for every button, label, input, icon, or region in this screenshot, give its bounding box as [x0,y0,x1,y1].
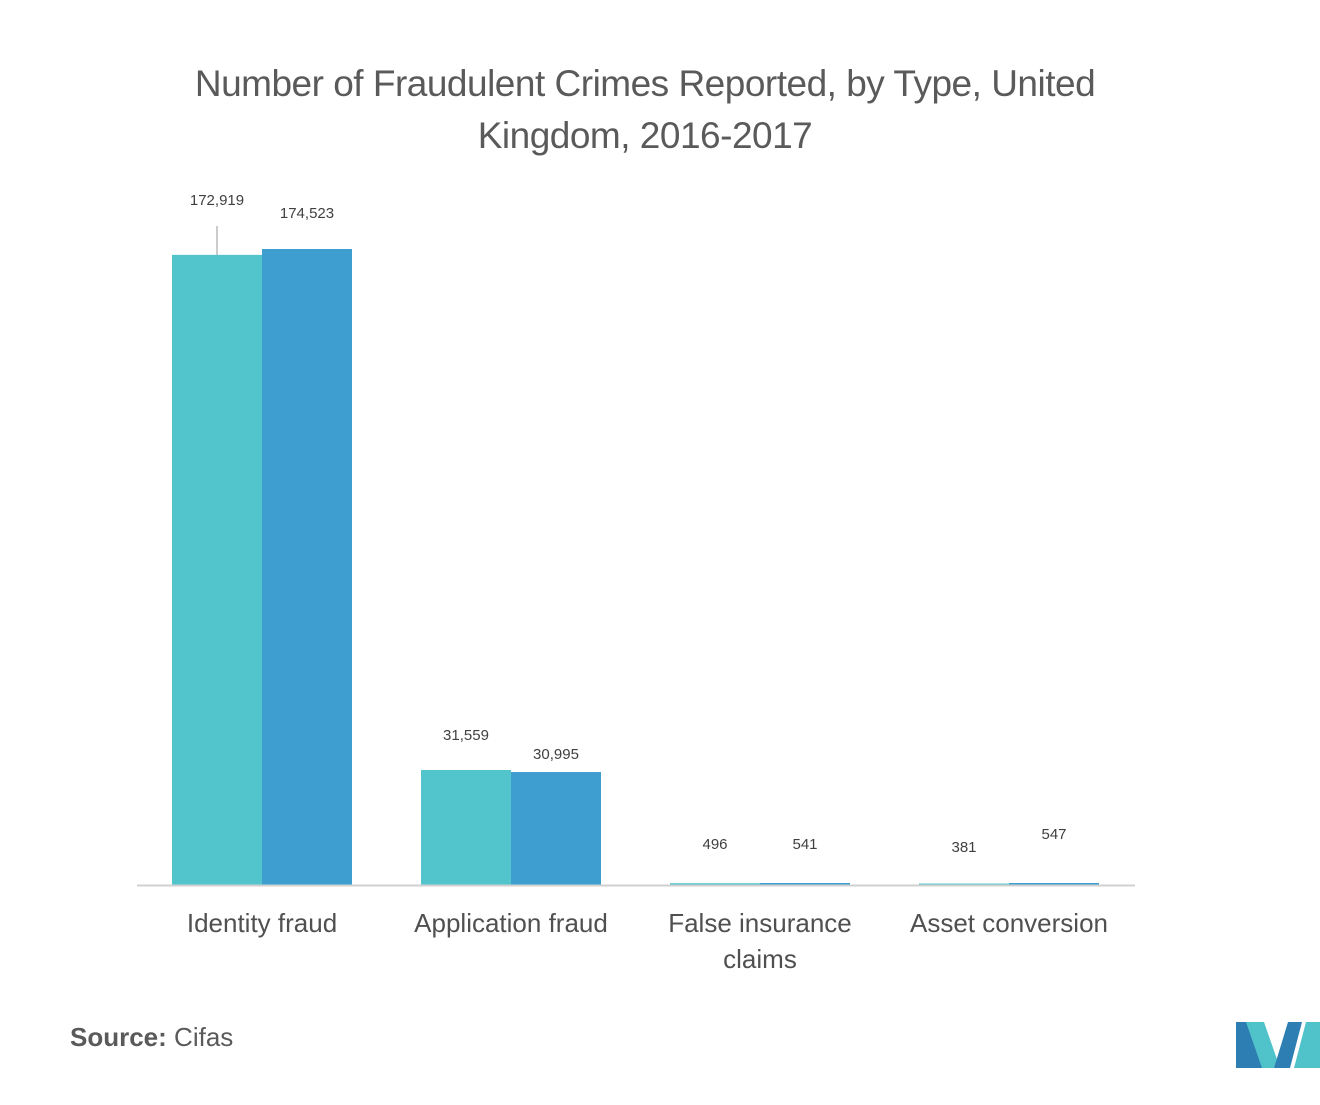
data-label: 496 [702,836,727,853]
brand-logo [1236,1022,1320,1068]
data-label: 30,995 [533,746,579,763]
bar [919,883,1009,885]
bar [670,883,760,885]
source-value: Cifas [174,1022,234,1052]
bar-chart: 172,919 174,523 Identity fraud 31,559 30,995… [137,192,1135,974]
category-label: Asset conversion [910,908,1108,938]
bar [511,772,601,885]
data-label: 172,919 [190,192,244,209]
category-label: Application fraud [414,908,608,938]
data-label: 31,559 [443,727,489,744]
category-label: False insurance [668,908,852,938]
logo-shape-2 [1246,1022,1280,1068]
logo-shape-4 [1294,1022,1320,1068]
data-label: 547 [1041,826,1066,843]
bar [760,883,850,885]
source-label: Source: [70,1022,167,1052]
bar [172,254,262,885]
bar [262,249,352,885]
data-label: 381 [951,839,976,856]
category-label: claims [723,944,797,974]
data-label: 541 [792,836,817,853]
logo-shape-3 [1274,1022,1302,1068]
chart-title: Number of Fraudulent Crimes Reported, by… [130,58,1160,162]
source-note: Source: Cifas [70,1022,233,1053]
bar [1009,883,1099,885]
chart-title-line: Kingdom, 2016-2017 [477,115,813,156]
category-label: Identity fraud [187,908,337,938]
bar [421,769,511,885]
data-label: 174,523 [280,205,334,222]
chart-title-line: Number of Fraudulent Crimes Reported, by… [194,63,1096,104]
